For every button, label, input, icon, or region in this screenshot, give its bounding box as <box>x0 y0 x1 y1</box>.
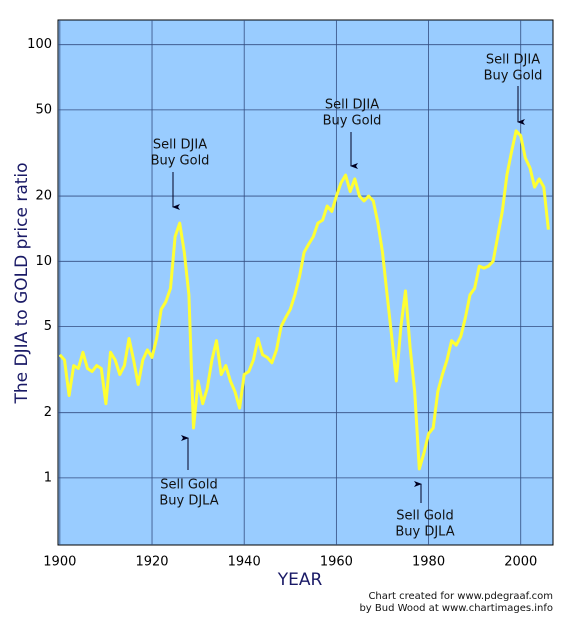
annotation: Sell DJIA <box>325 98 379 113</box>
credit: Chart created for www.pdegraaf.com <box>368 591 553 602</box>
annotation: Sell Gold <box>396 509 454 524</box>
y-tick-label: 2 <box>44 405 52 420</box>
y-tick-label: 100 <box>27 37 52 52</box>
x-tick-label: 1920 <box>135 555 168 570</box>
annotation: Buy DJLA <box>395 525 454 540</box>
annotation: Buy Gold <box>323 114 382 129</box>
annotation: Buy Gold <box>151 154 210 169</box>
credit: by Bud Wood at www.chartimages.info <box>359 603 553 614</box>
plot-area <box>57 19 554 546</box>
annotation: Sell DJIA <box>486 53 540 68</box>
x-axis-title: YEAR <box>277 570 323 590</box>
annotation: Buy DJLA <box>159 494 218 509</box>
annotation: Sell DJIA <box>153 138 207 153</box>
annotation: Buy Gold <box>484 69 543 84</box>
annotation: Sell Gold <box>160 478 218 493</box>
x-tick-label: 1980 <box>412 555 445 570</box>
y-tick-label: 50 <box>35 102 52 117</box>
data-line <box>58 129 550 471</box>
y-tick-label: 20 <box>35 189 52 204</box>
y-tick-label: 10 <box>35 254 52 269</box>
x-tick-label: 1960 <box>320 555 353 570</box>
x-tick-label: 2000 <box>504 555 537 570</box>
x-tick-label: 1940 <box>228 555 261 570</box>
y-tick-label: 5 <box>44 319 52 334</box>
x-tick-label: 1900 <box>43 555 76 570</box>
y-tick-label: 1 <box>44 470 52 485</box>
y-axis-title: The DJIA to GOLD price ratio <box>12 162 32 404</box>
